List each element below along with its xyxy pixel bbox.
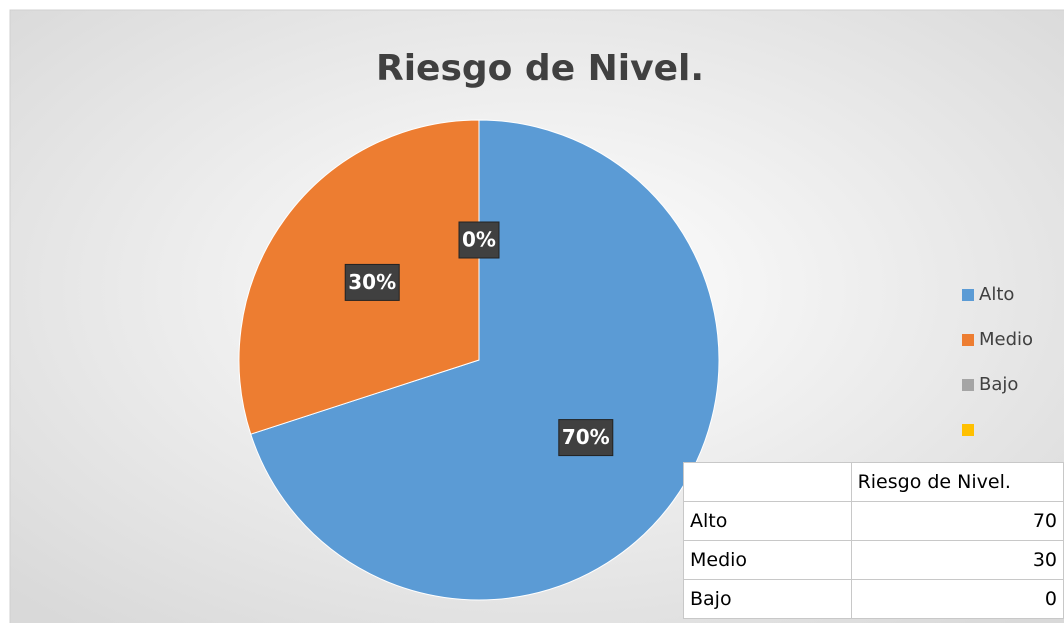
legend-label: Medio [979, 329, 1033, 350]
chart-title: Riesgo de Nivel. [376, 48, 704, 89]
data-label: 30% [348, 270, 396, 294]
table-header: Riesgo de Nivel. [850, 462, 1064, 502]
data-label: 70% [562, 425, 610, 449]
table-row: Alto 70 [683, 501, 1064, 541]
table-cell: Alto [683, 501, 852, 541]
legend-label: Bajo [979, 374, 1018, 395]
table-header-row: Riesgo de Nivel. [683, 462, 1064, 502]
data-label-box [558, 419, 614, 457]
table-cell: 70 [850, 501, 1064, 541]
table-cell: Bajo [683, 579, 852, 619]
data-label-box [344, 263, 400, 301]
legend-swatch [962, 379, 974, 391]
legend-swatch [962, 334, 974, 346]
table-row: Bajo 0 [683, 579, 1064, 619]
legend-swatch [962, 424, 974, 436]
data-table: Riesgo de Nivel. Alto 70 Medio 30 Bajo 0 [683, 462, 1064, 619]
legend-label: Alto [979, 284, 1014, 305]
legend-swatch [962, 289, 974, 301]
pie-slice [250, 119, 720, 601]
table-cell: Medio [683, 540, 852, 580]
table-cell [683, 462, 852, 502]
data-label: 0% [462, 228, 496, 252]
table-cell: 0 [850, 579, 1064, 619]
table-cell: 30 [850, 540, 1064, 580]
table-row: Medio 30 [683, 540, 1064, 580]
data-label-box [458, 221, 500, 259]
